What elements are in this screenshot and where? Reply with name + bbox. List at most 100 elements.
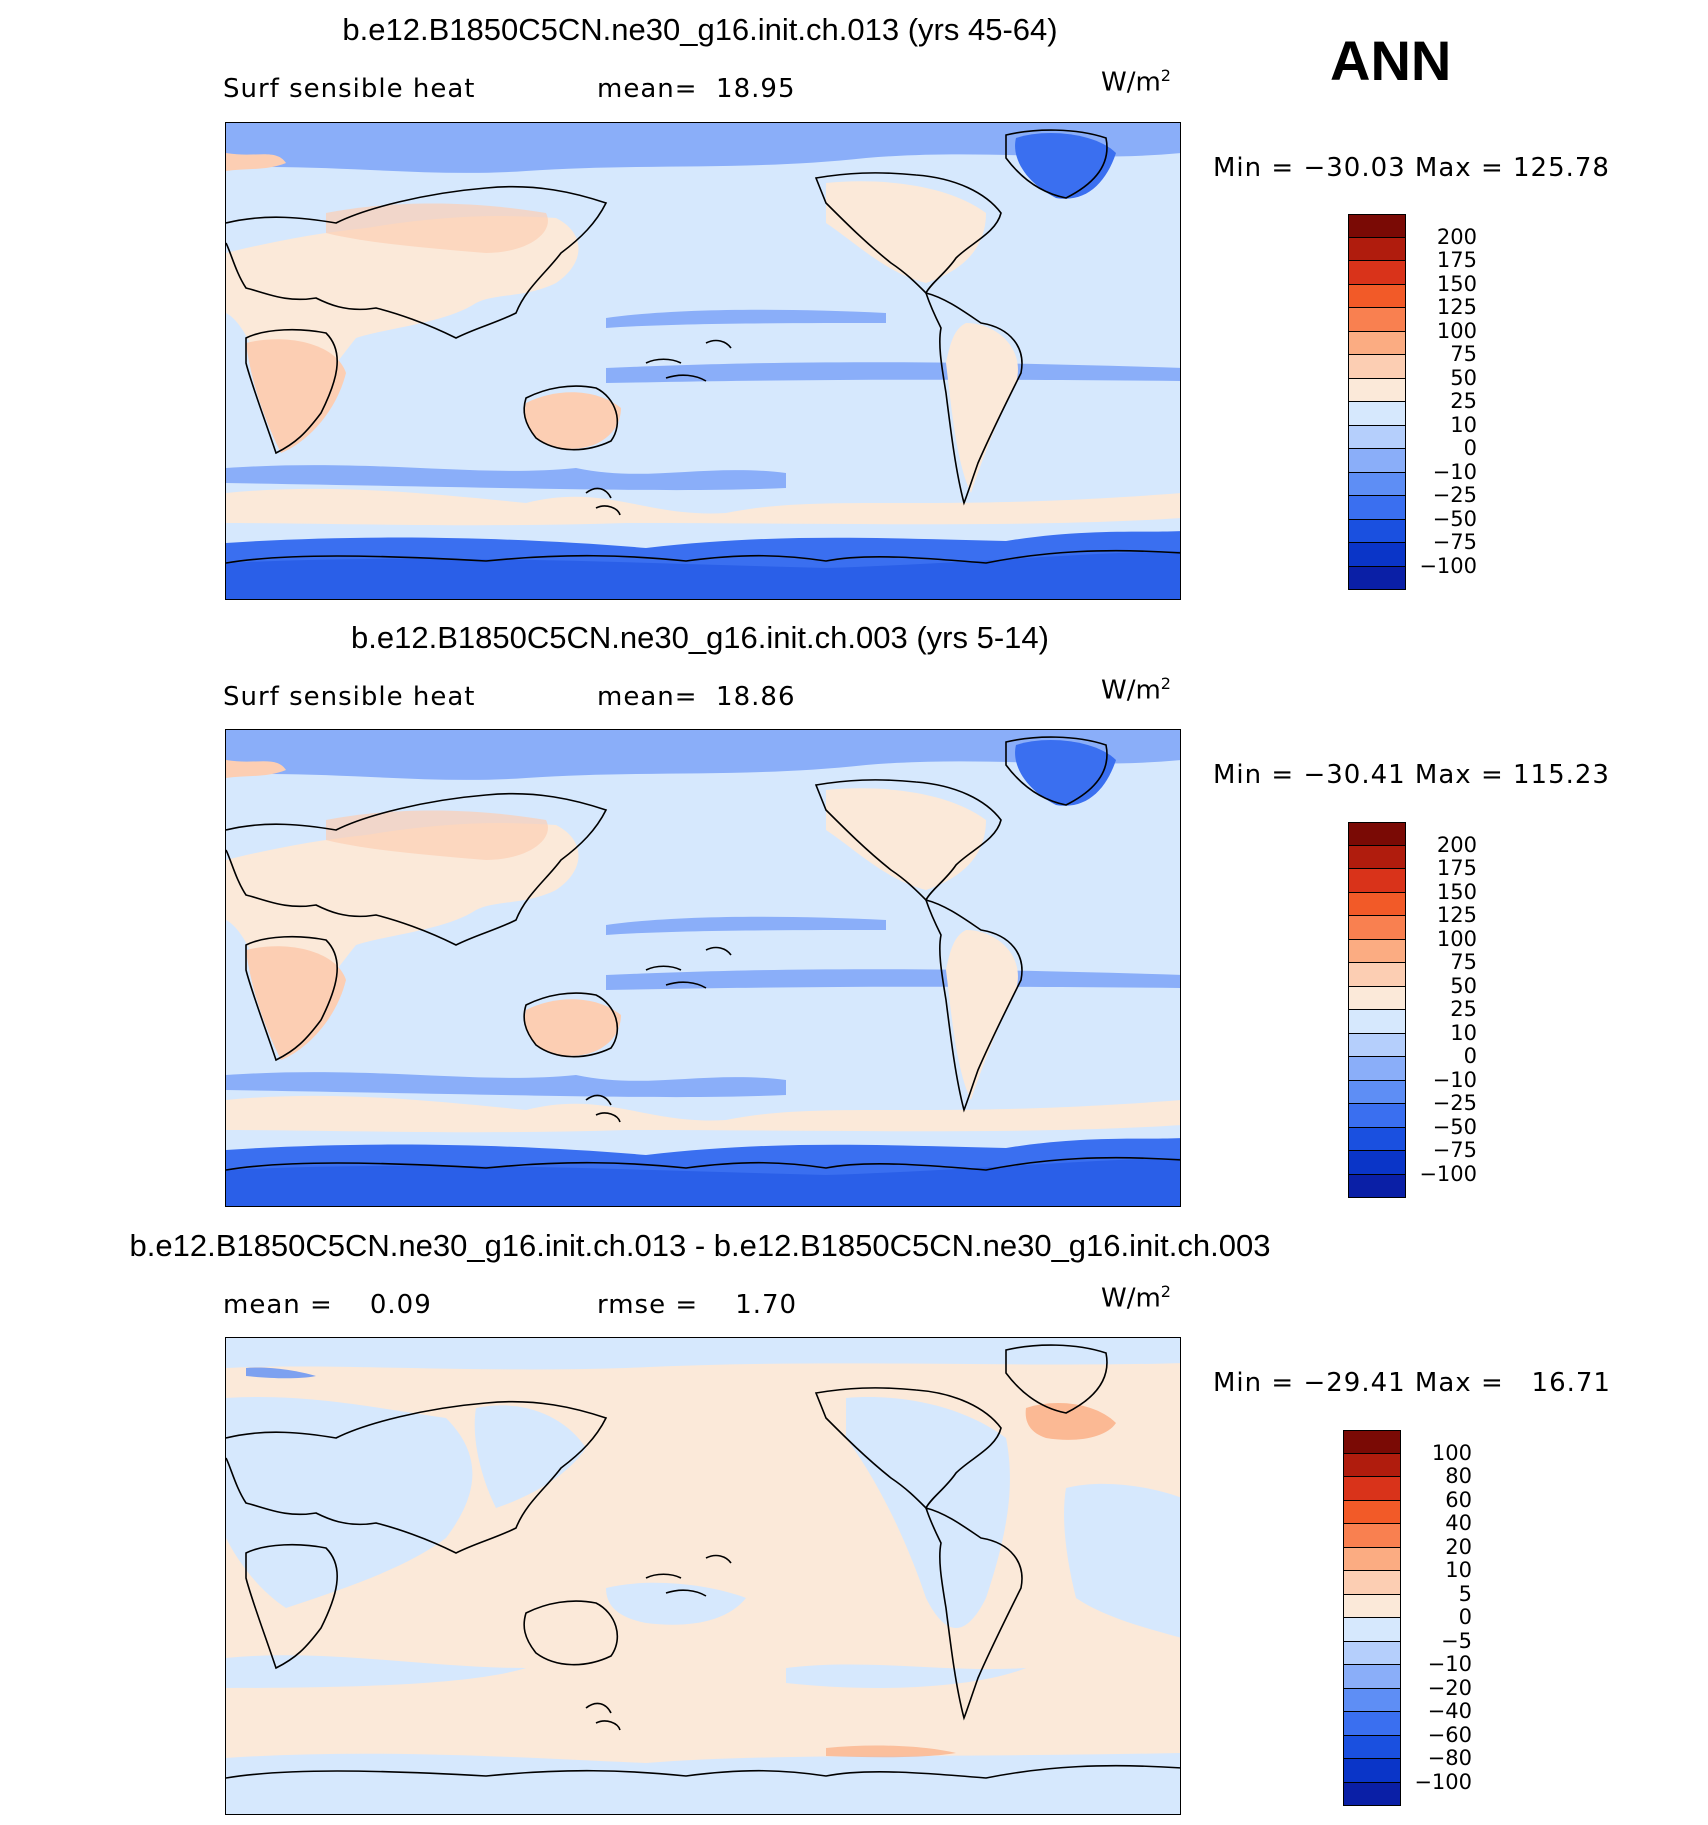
colorbar-tick-label: −5 (1441, 1628, 1472, 1653)
colorbar-box (1348, 986, 1406, 1010)
colorbar-box (1348, 845, 1406, 869)
colorbar-tick-label: 100 (1431, 1440, 1472, 1465)
panel-3-colorbar (1343, 1430, 1401, 1806)
panel-1-colorbar (1348, 214, 1406, 590)
colorbar-box (1348, 237, 1406, 261)
colorbar-box (1343, 1712, 1401, 1736)
colorbar-box (1348, 449, 1406, 473)
colorbar-tick-label: −50 (1432, 1114, 1477, 1139)
colorbar-box (1348, 939, 1406, 963)
colorbar-tick-label: −10 (1432, 1067, 1477, 1092)
colorbar-tick-label: −75 (1432, 1138, 1477, 1162)
season-label: ANN (1330, 29, 1452, 92)
colorbar-tick-label: 40 (1445, 1511, 1472, 1535)
colorbar-tick-label: −100 (1414, 1769, 1472, 1794)
colorbar-box (1348, 402, 1406, 426)
colorbar-box (1343, 1594, 1401, 1618)
colorbar-box (1348, 472, 1406, 496)
colorbar-box (1348, 822, 1406, 846)
colorbar-tick-label: 100 (1436, 926, 1477, 951)
colorbar-box (1348, 566, 1406, 590)
colorbar-box (1348, 1174, 1406, 1198)
panel-3-minmax: Min = −29.41 Max = 16.71 (1213, 1368, 1611, 1398)
colorbar-tick-label: 175 (1436, 856, 1477, 880)
colorbar-tick-label: −100 (1419, 1161, 1477, 1186)
colorbar-tick-label: 10 (1450, 412, 1477, 437)
colorbar-box (1343, 1759, 1401, 1783)
colorbar-box (1343, 1547, 1401, 1571)
panel-3-rmse-label: rmse = 1.70 (597, 1290, 798, 1320)
colorbar-tick-label: 175 (1436, 248, 1477, 272)
colorbar-tick-label: 25 (1450, 389, 1477, 413)
colorbar-box (1343, 1477, 1401, 1501)
colorbar-tick-label: −10 (1427, 1652, 1472, 1676)
panel-2-colorbar (1348, 822, 1406, 1198)
colorbar-tick-label: 25 (1450, 997, 1477, 1021)
colorbar-box (1343, 1618, 1401, 1642)
colorbar-tick-label: 50 (1450, 365, 1477, 390)
panel-2-colorbar-labels: 200 175 150 125 100 75 50 25 10 0 −10 −25 −50 −75 −100 (1407, 822, 1477, 1202)
colorbar-tick-label: 10 (1445, 1558, 1472, 1582)
panel-1-title: b.e12.B1850C5CN.ne30_g16.init.ch.013 (yr… (342, 12, 1058, 47)
colorbar-tick-label: −25 (1432, 1091, 1477, 1115)
panel-1-colorbar-labels: 200 175 150 125 100 75 50 25 10 0 −10 −25 −50 −75 −100 (1407, 214, 1477, 594)
panel-1-variable-label: Surf sensible heat (223, 74, 476, 104)
colorbar-box (1343, 1571, 1401, 1595)
colorbar-box (1348, 308, 1406, 332)
colorbar-box (1343, 1665, 1401, 1689)
colorbar-box (1348, 892, 1406, 916)
colorbar-box (1348, 214, 1406, 238)
colorbar-box (1348, 331, 1406, 355)
colorbar-tick-label: 0 (1463, 1044, 1477, 1068)
colorbar-tick-label: −60 (1427, 1722, 1472, 1747)
colorbar-box (1348, 1010, 1406, 1034)
panel-3-title: b.e12.B1850C5CN.ne30_g16.init.ch.013 - b… (129, 1228, 1271, 1263)
colorbar-tick-label: −50 (1432, 506, 1477, 531)
colorbar-box (1343, 1500, 1401, 1524)
colorbar-tick-label: 60 (1445, 1487, 1472, 1512)
colorbar-box (1348, 1033, 1406, 1057)
colorbar-tick-label: 80 (1445, 1464, 1472, 1488)
panel-2-title: b.e12.B1850C5CN.ne30_g16.init.ch.003 (yr… (351, 620, 1049, 655)
colorbar-box (1348, 1080, 1406, 1104)
colorbar-tick-label: 150 (1436, 271, 1477, 296)
panel-2-mean-label: mean= 18.86 (597, 682, 796, 712)
panel-1-units: W/m2 (1101, 66, 1171, 98)
colorbar-box (1348, 869, 1406, 893)
colorbar-box (1348, 519, 1406, 543)
colorbar-tick-label: 0 (1458, 1605, 1472, 1629)
colorbar-tick-label: 75 (1450, 950, 1477, 974)
panel-1-mean-label: mean= 18.95 (597, 74, 796, 104)
panel-2-units: W/m2 (1101, 674, 1171, 706)
colorbar-box (1343, 1688, 1401, 1712)
colorbar-box (1348, 378, 1406, 402)
colorbar-box (1343, 1430, 1401, 1454)
panel-2-minmax: Min = −30.41 Max = 115.23 (1213, 760, 1610, 790)
colorbar-tick-label: 125 (1436, 295, 1477, 319)
panel-3-colorbar-labels: 100 80 60 40 20 10 5 0 −5 −10 −20 −40 −60 −80 −100 (1402, 1430, 1472, 1810)
colorbar-tick-label: −20 (1427, 1675, 1472, 1700)
colorbar-box (1348, 963, 1406, 987)
colorbar-tick-label: 10 (1450, 1020, 1477, 1045)
colorbar-tick-label: −10 (1432, 459, 1477, 484)
colorbar-tick-label: −80 (1427, 1746, 1472, 1770)
colorbar-tick-label: 20 (1445, 1534, 1472, 1559)
colorbar-tick-label: 150 (1436, 879, 1477, 904)
panel-1-map (225, 122, 1181, 600)
colorbar-tick-label: 50 (1450, 973, 1477, 998)
colorbar-tick-label: 75 (1450, 342, 1477, 366)
colorbar-tick-label: 5 (1458, 1581, 1472, 1606)
colorbar-tick-label: 200 (1436, 224, 1477, 249)
colorbar-box (1348, 496, 1406, 520)
colorbar-box (1343, 1735, 1401, 1759)
colorbar-box (1343, 1453, 1401, 1477)
panel-2-variable-label: Surf sensible heat (223, 682, 476, 712)
panel-1-minmax: Min = −30.03 Max = 125.78 (1213, 153, 1610, 183)
colorbar-tick-label: −40 (1427, 1699, 1472, 1723)
panel-3-mean-label: mean = 0.09 (223, 1290, 432, 1320)
colorbar-box (1348, 284, 1406, 308)
panel-2-map (225, 729, 1181, 1207)
colorbar-box (1348, 543, 1406, 567)
colorbar-box (1348, 1057, 1406, 1081)
panel-3-units: W/m2 (1101, 1282, 1171, 1314)
